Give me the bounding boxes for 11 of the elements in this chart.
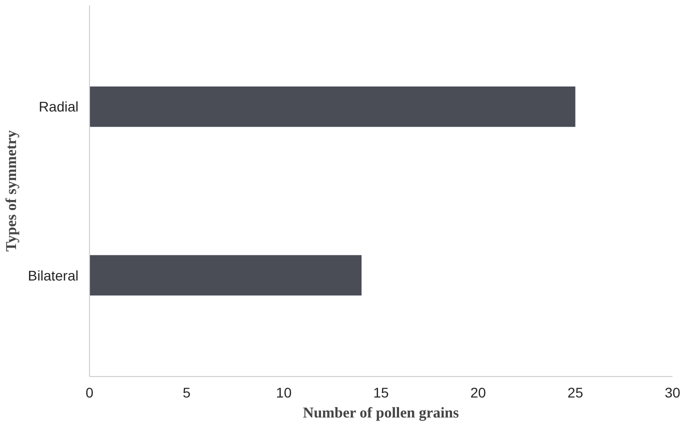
y-axis-title: Types of symmetry bbox=[4, 130, 20, 252]
x-tick-label: 20 bbox=[470, 384, 486, 400]
y-tick-label: Bilateral bbox=[28, 267, 79, 284]
x-tick-label: 15 bbox=[373, 384, 389, 400]
x-axis-title: Number of pollen grains bbox=[302, 406, 460, 422]
x-tick-label: 5 bbox=[182, 384, 191, 400]
x-tick-label: 25 bbox=[568, 384, 584, 400]
y-tick-label: Radial bbox=[38, 98, 79, 115]
x-tick-label: 10 bbox=[276, 384, 292, 400]
x-tick-label: 30 bbox=[664, 384, 680, 400]
x-tick-label: 0 bbox=[86, 384, 94, 400]
